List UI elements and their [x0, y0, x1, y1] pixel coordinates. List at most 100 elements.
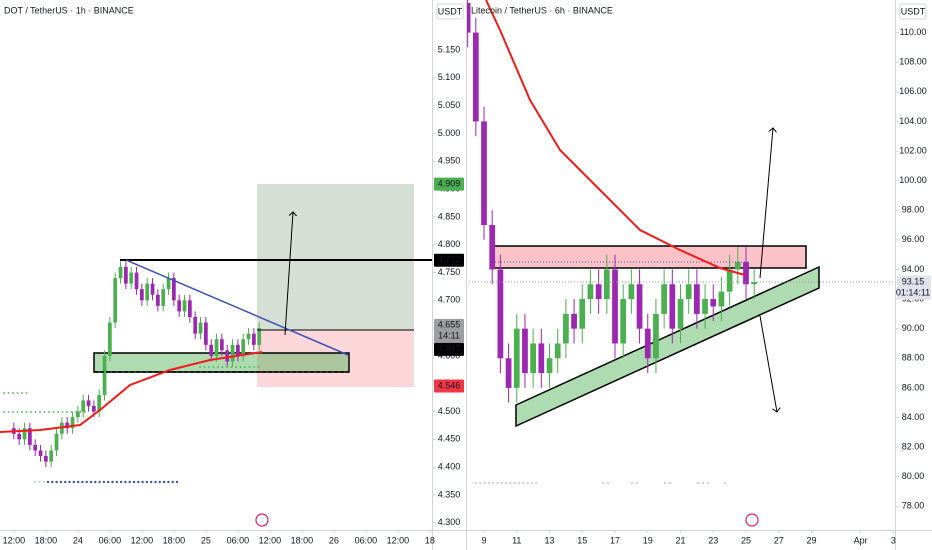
y-tick-label: 4.400 — [438, 462, 461, 472]
dot — [248, 366, 251, 368]
x-tick-label: 06:00 — [227, 535, 250, 545]
dot — [141, 480, 144, 484]
dot — [535, 481, 538, 485]
dot — [137, 480, 140, 484]
candle-body — [734, 262, 741, 270]
candle-body — [54, 433, 59, 451]
candle-body — [530, 343, 536, 374]
candle-body — [579, 299, 586, 329]
y-tick-label: 80.00 — [902, 471, 925, 481]
dot — [500, 481, 503, 485]
candle-body — [76, 411, 80, 418]
dot — [723, 481, 727, 485]
x-tick-label: 18:00 — [35, 535, 58, 545]
event-icon[interactable] — [745, 513, 759, 527]
dot — [102, 480, 106, 484]
dot — [16, 392, 19, 394]
candle-body — [694, 284, 700, 314]
y-tick-label: 5.050 — [438, 100, 461, 110]
dot — [239, 366, 242, 368]
y-tick-label: 4.300 — [438, 517, 461, 527]
candle-body — [102, 355, 107, 395]
candle-body — [685, 284, 692, 300]
y-tick-label: 4.350 — [438, 489, 461, 499]
candle-body — [718, 291, 725, 307]
dot — [145, 480, 149, 484]
x-tick-label: 23 — [708, 535, 718, 545]
x-tick-label: 21 — [675, 535, 685, 545]
dot — [12, 411, 14, 413]
target-zone — [257, 184, 414, 330]
dot — [701, 481, 705, 485]
candle-body — [710, 299, 717, 307]
x-tick-label: 29 — [806, 535, 816, 545]
y-tick-label: 82.00 — [902, 441, 925, 451]
candle-body — [669, 284, 676, 329]
dot — [42, 480, 46, 484]
price-tag-label: 4.655 — [438, 320, 461, 330]
candle-body — [113, 278, 118, 323]
candle-body — [612, 269, 618, 344]
candle-body — [554, 343, 561, 359]
x-tick-label: 18:00 — [291, 535, 314, 545]
candle-body — [172, 278, 176, 301]
dot — [630, 481, 634, 485]
candle-body — [489, 225, 496, 270]
candle-body — [214, 339, 219, 356]
y-tick-label: 90.00 — [902, 323, 925, 333]
dot — [30, 411, 32, 413]
arrow-up — [284, 212, 293, 336]
candle-body — [472, 32, 479, 122]
x-tick-label: 9 — [482, 535, 487, 545]
x-tick-label: 26 — [329, 535, 339, 545]
x-tick-label: 12:00 — [387, 535, 410, 545]
candle-body — [677, 299, 684, 329]
price-tag-label: 4.772 — [438, 255, 461, 265]
x-tick-label: 12:00 — [131, 535, 154, 545]
unit-box[interactable] — [899, 3, 927, 20]
dot — [66, 411, 68, 413]
candle-body — [563, 313, 569, 344]
x-tick-label: 27 — [774, 535, 784, 545]
candle-body — [44, 456, 48, 462]
countdown: 14:11 — [438, 331, 460, 341]
x-tick-label: Apr — [854, 535, 868, 545]
dot — [52, 411, 55, 413]
x-tick-label: 3 — [891, 535, 896, 545]
dot — [479, 481, 482, 485]
event-icon[interactable] — [255, 513, 269, 527]
candle-body — [166, 278, 171, 290]
dot — [235, 366, 237, 368]
dot — [81, 480, 84, 484]
dot — [72, 480, 76, 484]
candle-body — [65, 422, 70, 429]
price-tag — [434, 253, 464, 267]
y-tick-label: 4.850 — [438, 211, 461, 221]
dot — [706, 481, 710, 485]
price-tag-label: 93.15 — [902, 276, 925, 286]
dot — [46, 480, 50, 484]
x-tick-label: 17 — [610, 535, 620, 545]
candle-body — [595, 284, 602, 300]
candle-body — [81, 400, 86, 412]
candle-body — [161, 289, 166, 306]
y-tick-label: 94.00 — [902, 264, 925, 274]
dot — [84, 411, 86, 413]
y-tick-label: 4.700 — [438, 295, 461, 305]
dot — [61, 411, 64, 413]
dot — [257, 366, 260, 368]
y-tick-label: 78.00 — [902, 501, 925, 511]
y-tick-label: 4.800 — [438, 239, 461, 249]
dot — [111, 480, 114, 484]
unit-box[interactable] — [436, 3, 464, 20]
y-tick-label: 100.00 — [899, 175, 927, 185]
x-tick-label: 25 — [201, 535, 211, 545]
dot — [150, 480, 153, 484]
y-tick-label: 86.00 — [902, 382, 925, 392]
y-tick-label: 5.150 — [438, 44, 461, 54]
candle-body — [156, 294, 160, 306]
candle-body — [522, 328, 528, 374]
x-tick-label: 15 — [577, 535, 587, 545]
channel — [515, 265, 820, 428]
y-tick-label: 108.00 — [899, 57, 927, 67]
